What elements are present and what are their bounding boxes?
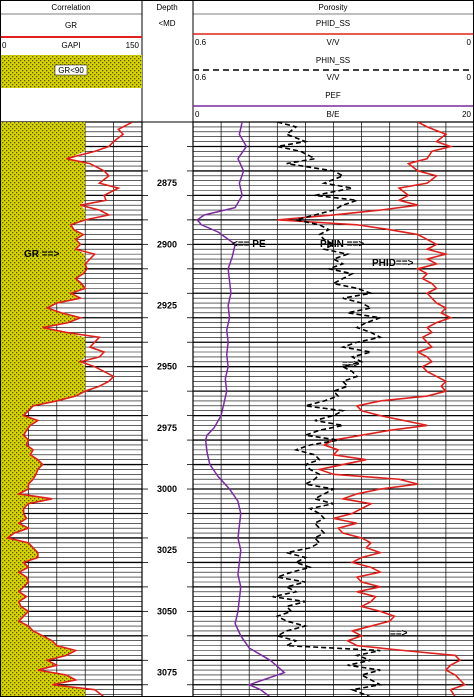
gr-unit: GAPI xyxy=(61,41,80,50)
gr-fill-legend-label: GR<90 xyxy=(58,66,84,75)
gr-fill-area xyxy=(0,122,86,697)
arrow-annotation-2: ==> xyxy=(390,628,408,639)
gr-curve-name: GR xyxy=(65,21,77,30)
gr-scale-max: 150 xyxy=(126,41,140,50)
pef-curve xyxy=(196,122,286,697)
depth-tick-label: 2900 xyxy=(157,239,177,249)
phid-scale-right: 0 xyxy=(467,38,472,47)
gr-track xyxy=(0,122,133,697)
depth-tick-label: 2950 xyxy=(157,362,177,372)
phid-unit: V/V xyxy=(327,38,341,47)
pef-unit: B/E xyxy=(327,110,340,119)
porosity-track-title: Porosity xyxy=(319,3,348,12)
depth-tick-label: 2975 xyxy=(157,423,177,433)
log-header: Correlation GR 0 GAPI 150 GR<90 Depth <M… xyxy=(0,0,474,123)
depth-track: 2875 2900 2925 2950 2975 3000 3025 3050 3075 xyxy=(157,178,177,677)
pef-scale-right: 20 xyxy=(462,110,471,119)
annotations: GR ==> <== PE PHIN ==> PHID==> ==> ==> xyxy=(24,239,414,639)
phin-scale-left: 0.6 xyxy=(195,73,207,82)
depth-tick-label: 2925 xyxy=(157,301,177,311)
pef-curve-name: PEF xyxy=(325,91,341,100)
depth-tick-label: 3050 xyxy=(157,606,177,616)
phid-annotation: PHID==> xyxy=(372,258,414,269)
gr-curve xyxy=(5,122,133,697)
phin-curve xyxy=(272,122,383,697)
depth-tick-label: 3025 xyxy=(157,545,177,555)
depth-track-title: Depth xyxy=(156,3,177,12)
gr-annotation: GR ==> xyxy=(24,249,59,260)
gr-scale-min: 0 xyxy=(2,41,7,50)
depth-unit: <MD xyxy=(158,19,175,28)
phid-scale-left: 0.6 xyxy=(195,38,207,47)
porosity-track xyxy=(196,122,467,697)
phin-unit: V/V xyxy=(327,73,341,82)
phin-annotation: PHIN ==> xyxy=(320,239,364,250)
depth-tick-label: 3000 xyxy=(157,484,177,494)
correlation-track-title: Correlation xyxy=(51,3,90,12)
phin-scale-right: 0 xyxy=(467,73,472,82)
depth-tick-label: 2875 xyxy=(157,178,177,188)
arrow-annotation-1: ==> xyxy=(342,359,360,370)
pe-annotation: <== PE xyxy=(232,239,266,250)
phid-curve xyxy=(277,122,467,697)
depth-tick-label: 3075 xyxy=(157,668,177,678)
pef-scale-left: 0 xyxy=(195,110,200,119)
phid-curve-name: PHID_SS xyxy=(316,19,350,28)
phin-curve-name: PHIN_SS xyxy=(316,56,350,65)
